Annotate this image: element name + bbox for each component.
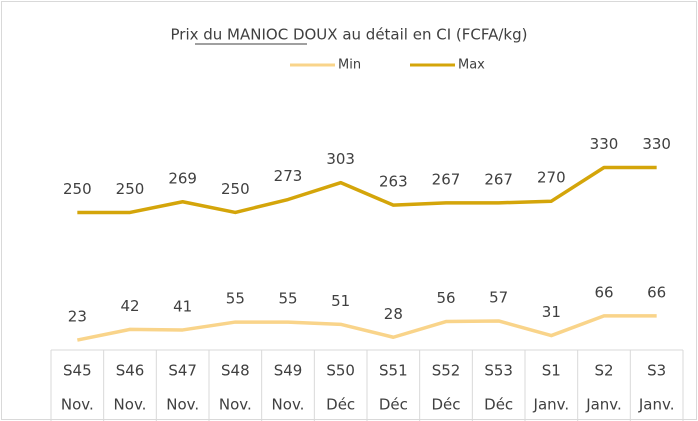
x-tick-label: S45 <box>63 362 92 380</box>
x-group-label: Nov. <box>219 396 252 414</box>
x-group-label: Janv. <box>533 396 570 414</box>
x-tick-label: S46 <box>116 362 145 380</box>
x-tick-label: S53 <box>484 362 513 380</box>
data-label: 330 <box>642 135 671 153</box>
x-group-label: Déc <box>431 396 460 414</box>
data-label: 330 <box>590 135 619 153</box>
x-group-label: Déc <box>326 396 355 414</box>
x-tick-label: S48 <box>221 362 250 380</box>
data-label: 66 <box>594 283 613 301</box>
data-label: 51 <box>331 292 350 310</box>
chart-title: Prix du MANIOC DOUX au détail en CI (FCF… <box>171 26 528 44</box>
data-label: 55 <box>226 290 245 308</box>
data-label: 267 <box>484 170 513 188</box>
x-group-label: Nov. <box>272 396 305 414</box>
data-label: 250 <box>63 180 92 198</box>
line-series <box>76 314 657 342</box>
x-tick-label: S52 <box>432 362 461 380</box>
data-label: 41 <box>173 297 192 315</box>
data-label: 303 <box>326 150 355 168</box>
data-label: 267 <box>432 170 461 188</box>
data-label: 269 <box>168 169 197 187</box>
x-tick-label: S49 <box>274 362 303 380</box>
x-group-label: Nov. <box>114 396 147 414</box>
data-label: 263 <box>379 173 408 191</box>
legend-label: Min <box>338 58 361 73</box>
x-group-label: Nov. <box>166 396 199 414</box>
x-group-label: Déc <box>379 396 408 414</box>
data-label: 28 <box>384 305 403 323</box>
x-group-label: Déc <box>484 396 513 414</box>
data-label: 31 <box>542 303 561 321</box>
data-label: 57 <box>489 288 508 306</box>
data-label: 270 <box>537 169 566 187</box>
x-tick-label: S1 <box>542 362 561 380</box>
data-label: 250 <box>221 180 250 198</box>
data-label: 42 <box>120 297 139 315</box>
x-tick-label: S51 <box>379 362 408 380</box>
line-series <box>77 165 657 215</box>
x-tick-label: S50 <box>326 362 355 380</box>
data-label: 23 <box>68 308 87 326</box>
x-group-label: Janv. <box>638 396 675 414</box>
x-tick-label: S3 <box>647 362 666 380</box>
x-group-label: Janv. <box>585 396 622 414</box>
data-label: 66 <box>647 283 666 301</box>
x-tick-label: S47 <box>168 362 197 380</box>
data-label: 55 <box>278 290 297 308</box>
data-label: 250 <box>116 180 145 198</box>
x-group-label: Nov. <box>61 396 94 414</box>
data-label: 273 <box>274 167 303 185</box>
x-tick-label: S2 <box>594 362 613 380</box>
data-label: 56 <box>436 289 455 307</box>
legend-label: Max <box>458 58 485 73</box>
